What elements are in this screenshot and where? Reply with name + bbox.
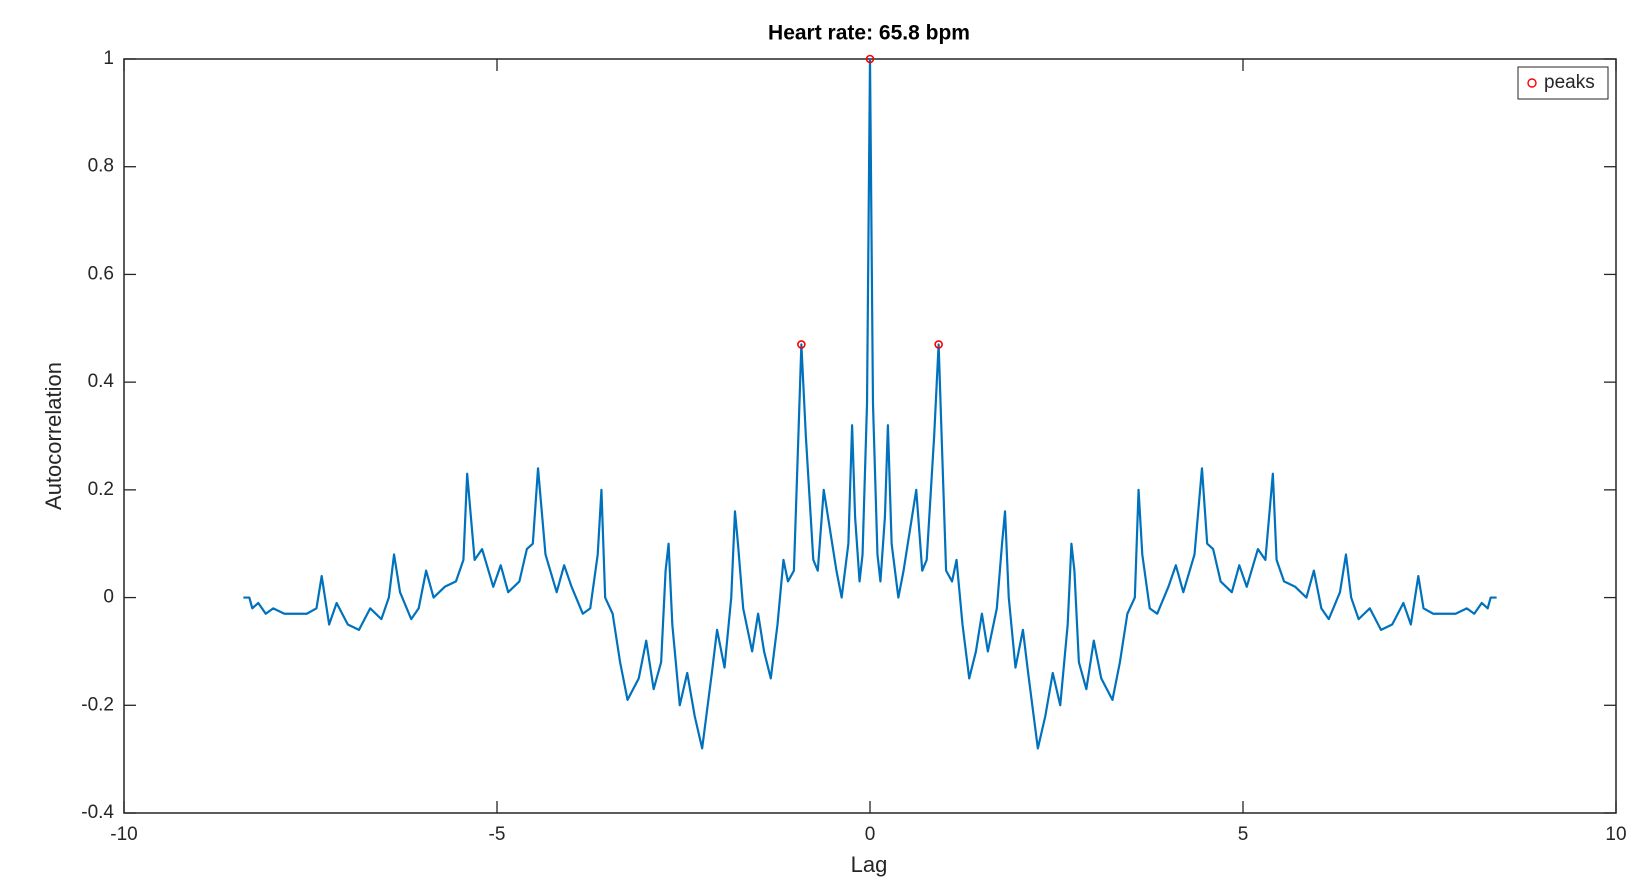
x-tick-label: 10: [1605, 824, 1626, 845]
x-tick-label: -5: [489, 824, 506, 845]
peak-marker: [865, 54, 875, 64]
legend-label: peaks: [1544, 72, 1595, 93]
legend-marker: [1527, 78, 1537, 88]
y-axis-label: Autocorrelation: [41, 362, 66, 510]
chart-title: Heart rate: 65.8 bpm: [768, 22, 970, 45]
peak-marker: [797, 340, 806, 349]
peak-marker: [934, 340, 943, 349]
y-tick-label: 0: [103, 587, 114, 608]
y-tick-label: 1: [103, 48, 114, 69]
x-tick-label: 0: [865, 824, 876, 845]
y-tick-label: -0.2: [81, 694, 114, 715]
y-tick-label: -0.4: [81, 802, 114, 823]
x-tick-label: 5: [1238, 824, 1249, 845]
legend-box: [1517, 66, 1609, 100]
x-tick-label: -10: [110, 824, 137, 845]
y-tick-label: 0.6: [88, 263, 114, 284]
y-tick-label: 0.8: [88, 156, 114, 177]
y-tick-label: 0.4: [88, 371, 115, 392]
data-line: [243, 57, 1497, 750]
y-tick-label: 0.2: [88, 479, 114, 500]
x-axis-label: Lag: [851, 852, 888, 877]
